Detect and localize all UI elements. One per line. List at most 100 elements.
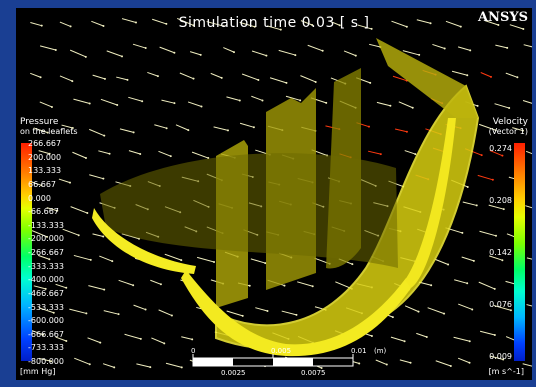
velocity-arrow-head	[121, 55, 124, 58]
velocity-arrow-head	[116, 103, 119, 106]
velocity-arrow-head	[102, 235, 105, 238]
velocity-arrow	[69, 308, 87, 314]
velocity-arrow	[59, 21, 71, 27]
velocity-arrow-head	[103, 288, 106, 291]
velocity-arrow-head	[466, 185, 469, 188]
velocity-arrow-head	[238, 99, 241, 102]
velocity-arrow	[39, 101, 53, 108]
velocity-arrow	[61, 124, 73, 129]
velocity-arrow-head	[56, 209, 59, 212]
velocity-arrow-head	[232, 51, 235, 54]
velocity-arrow-head	[42, 333, 45, 336]
pressure-tick: -600.000	[28, 316, 64, 326]
velocity-arrow	[390, 336, 405, 342]
velocity-arrow-head	[261, 99, 264, 102]
velocity-arrow-head	[476, 104, 479, 107]
velocity-arrow	[457, 357, 470, 364]
velocity-arrow-head	[461, 231, 464, 234]
velocity-arrow	[399, 359, 411, 364]
velocity-arrow	[33, 127, 48, 134]
velocity-arrow-head	[443, 312, 446, 315]
velocity-arrow	[392, 75, 407, 82]
velocity-arrow-head	[411, 106, 414, 109]
velocity-arrow	[479, 330, 495, 336]
velocity-arrow-head	[418, 53, 421, 56]
velocity-arrow-head	[253, 25, 256, 28]
velocity-tick: 0.076	[489, 300, 512, 309]
velocity-arrow	[250, 258, 266, 264]
velocity-arrow-head	[294, 54, 297, 57]
velocity-arrow-head	[501, 154, 504, 157]
simulation-scene	[26, 17, 532, 370]
simulation-time-title: Simulation time 0.03 [ s ]	[178, 15, 370, 31]
velocity-arrow	[300, 20, 313, 26]
velocity-arrow	[106, 50, 123, 57]
velocity-arrow	[210, 72, 222, 79]
velocity-arrow-head	[409, 361, 412, 364]
velocity-arrow-head	[358, 362, 361, 365]
velocity-arrow	[136, 363, 151, 368]
scale-bar	[192, 354, 354, 367]
velocity-arrow-head	[50, 360, 53, 363]
velocity-arrow-head	[180, 259, 183, 262]
velocity-arrow-head	[321, 49, 324, 52]
velocity-arrow-head	[191, 338, 194, 341]
velocity-arrow-head	[468, 340, 471, 343]
render-viewport[interactable]: Simulation time 0.03 [ s ] ANSYS Pressur…	[16, 8, 532, 380]
velocity-arrow-head	[475, 204, 478, 207]
pressure-tick: -66.667	[28, 207, 59, 217]
velocity-arrow	[89, 174, 104, 180]
velocity-arrow	[213, 126, 229, 131]
pressure-tick: -400.000	[28, 275, 64, 285]
velocity-arrow	[69, 49, 86, 58]
velocity-arrow-head	[169, 155, 172, 158]
velocity-arrow	[98, 150, 110, 155]
velocity-arrow-head	[226, 129, 229, 132]
velocity-arrow-head	[84, 156, 87, 159]
velocity-arrow-head	[279, 28, 282, 31]
velocity-arrow-head	[103, 77, 106, 80]
velocity-arrow	[404, 150, 416, 155]
velocity-arrow	[59, 75, 73, 82]
velocity-arrow-head	[493, 333, 496, 336]
velocity-arrow-head	[417, 310, 420, 313]
velocity-arrow	[147, 71, 159, 77]
velocity-arrow	[484, 20, 499, 26]
velocity-arrow	[369, 43, 381, 48]
velocity-arrow-head	[469, 49, 472, 52]
velocity-arrow-head	[429, 22, 432, 25]
velocity-arrow	[132, 43, 146, 49]
velocity-arrow	[458, 303, 473, 310]
velocity-legend-title: Velocity	[492, 117, 528, 127]
velocity-arrow-head	[46, 131, 49, 134]
pressure-tick: -266.667	[28, 248, 64, 257]
velocity-arrow	[402, 50, 420, 56]
velocity-arrow-head	[338, 24, 341, 27]
velocity-arrow	[391, 20, 407, 28]
velocity-arrow	[128, 150, 141, 155]
velocity-arrow-head	[65, 286, 68, 289]
velocity-arrow	[187, 101, 202, 107]
velocity-arrow-head	[370, 335, 373, 338]
velocity-arrow-head	[493, 287, 496, 290]
velocity-arrow	[133, 304, 146, 311]
pressure-tick: -200.000	[28, 234, 64, 244]
velocity-arrow	[164, 253, 182, 261]
velocity-arrow-head	[285, 81, 288, 84]
velocity-arrow-head	[71, 127, 74, 130]
valve-leaflets	[92, 38, 480, 357]
bottom-cusp	[181, 270, 411, 357]
velocity-arrow	[251, 95, 263, 101]
velocity-arrow-head	[187, 129, 190, 132]
velocity-arrow	[151, 337, 165, 344]
velocity-arrow-head	[163, 342, 166, 345]
velocity-arrow-head	[311, 285, 314, 288]
velocity-arrow	[512, 127, 524, 132]
velocity-arrow-head	[149, 366, 152, 369]
velocity-arrow	[103, 310, 119, 315]
velocity-arrow	[300, 75, 316, 83]
velocity-tick: 0.009	[489, 352, 512, 361]
velocity-arrow	[119, 128, 134, 133]
pressure-tick: -133.333	[28, 220, 64, 230]
velocity-arrow	[432, 43, 445, 49]
